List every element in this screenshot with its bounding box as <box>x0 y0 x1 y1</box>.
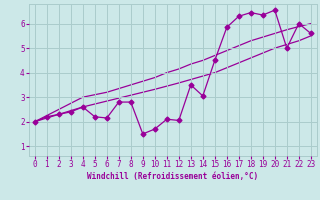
X-axis label: Windchill (Refroidissement éolien,°C): Windchill (Refroidissement éolien,°C) <box>87 172 258 181</box>
